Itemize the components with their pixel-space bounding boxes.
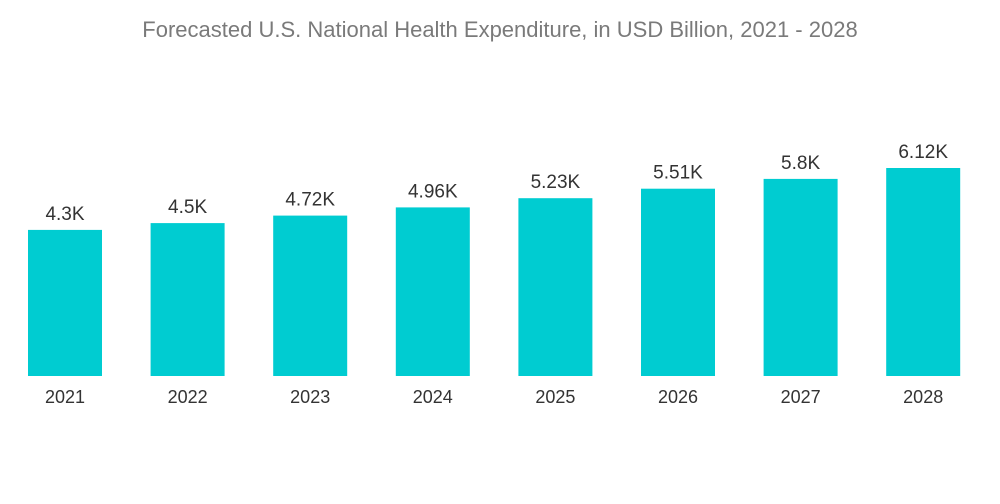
data-label-2024: 4.96K	[408, 181, 458, 202]
x-tick-label-2022: 2022	[168, 387, 208, 407]
x-tick-label-2023: 2023	[290, 387, 330, 407]
bar-2023	[273, 215, 348, 376]
x-tick-label-2028: 2028	[903, 387, 943, 407]
data-label-2021: 4.3K	[45, 204, 84, 225]
x-tick-label-2021: 2021	[45, 387, 85, 407]
bar-2021	[28, 229, 102, 376]
bar-2024	[395, 207, 470, 376]
data-label-2025: 5.23K	[531, 172, 581, 193]
x-tick-label-2027: 2027	[781, 387, 821, 407]
x-tick-label-2025: 2025	[535, 387, 575, 407]
bar-2028	[886, 168, 961, 376]
x-tick-label-2026: 2026	[658, 387, 698, 407]
bar-2022	[150, 223, 225, 376]
chart-title: Forecasted U.S. National Health Expendit…	[142, 17, 858, 42]
data-label-2028: 6.12K	[898, 142, 948, 163]
data-label-2022: 4.5K	[168, 197, 207, 218]
x-tick-label-2024: 2024	[413, 387, 453, 407]
bar-2025	[518, 198, 593, 376]
bar-2027	[763, 178, 838, 376]
data-label-2026: 5.51K	[653, 163, 703, 184]
bar-2026	[641, 188, 715, 376]
data-label-2023: 4.72K	[285, 190, 335, 211]
data-label-2027: 5.8K	[781, 153, 820, 174]
